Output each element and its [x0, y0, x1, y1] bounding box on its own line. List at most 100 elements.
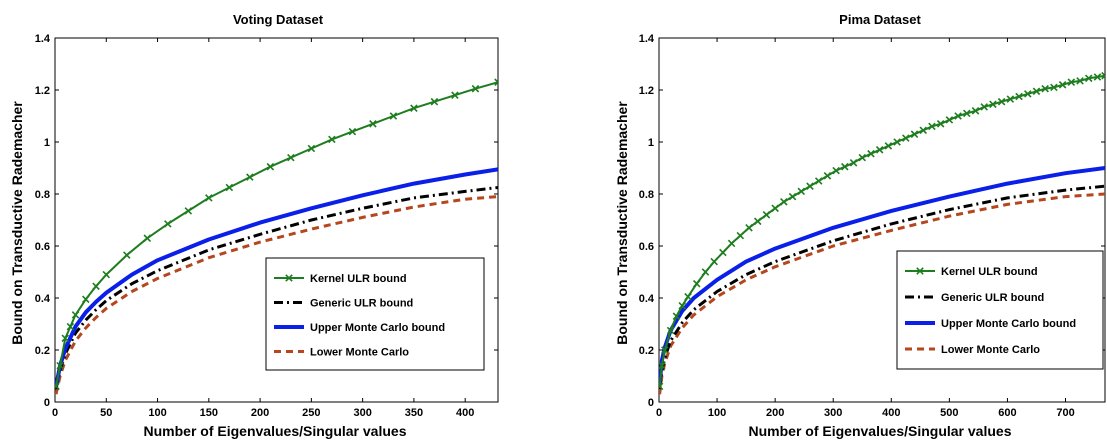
- series-marker: [389, 112, 398, 120]
- y-tick-label: 0.8: [639, 189, 654, 201]
- x-tick-label: 300: [824, 407, 842, 419]
- legend-label-3: Lower Monte Carlo: [310, 347, 409, 359]
- series-marker: [771, 204, 779, 213]
- series-marker: [745, 224, 753, 232]
- series-marker: [1058, 81, 1067, 89]
- x-axis-label: Number of Eigenvalues/Singular values: [144, 423, 407, 439]
- y-tick-label: 0.8: [35, 189, 50, 201]
- series-marker: [266, 162, 275, 171]
- legend-marker: [916, 267, 924, 275]
- legend-marker: [285, 274, 293, 282]
- series-marker: [928, 122, 936, 131]
- legend: Kernel ULR bound Generic ULR bound Upper M…: [896, 250, 1104, 370]
- series-marker: [225, 183, 234, 192]
- series-marker: [184, 207, 193, 215]
- series-marker: [61, 334, 70, 343]
- y-tick-label: 1.4: [35, 33, 51, 45]
- series-line-1: [659, 184, 1105, 390]
- x-tick-label: 50: [100, 407, 112, 419]
- y-tick-label: 0: [648, 397, 654, 409]
- chart-voting: Voting Dataset Number of Eigenvalues/Sin…: [9, 12, 499, 439]
- series-line-2: [55, 167, 498, 387]
- y-tick-label: 0.4: [639, 293, 655, 305]
- series-marker: [823, 172, 832, 180]
- series-marker: [328, 135, 336, 144]
- series-marker: [102, 270, 111, 279]
- series-marker: [902, 134, 910, 142]
- x-tick-label: 500: [940, 407, 958, 419]
- series-group: [55, 78, 498, 395]
- series-marker: [788, 192, 797, 201]
- series-marker: [1041, 84, 1049, 93]
- x-tick-label: 250: [302, 407, 320, 419]
- series-marker: [123, 251, 131, 259]
- y-tick-label: 0.6: [639, 241, 654, 253]
- y-tick-label: 0: [44, 397, 50, 409]
- y-tick-label: 1.4: [639, 33, 655, 45]
- x-tick-label: 350: [405, 407, 423, 419]
- series-marker: [369, 120, 377, 128]
- y-tick-label: 0.6: [35, 241, 50, 253]
- series-marker: [1067, 78, 1076, 86]
- series-marker: [307, 144, 316, 153]
- legend: Kernel ULR bound Generic ULR bound Upper M…: [265, 257, 485, 371]
- series-marker: [736, 231, 745, 240]
- series-marker: [849, 159, 858, 167]
- x-tick-label: 700: [1056, 407, 1074, 419]
- series-marker: [832, 166, 840, 175]
- series-marker: [884, 142, 893, 150]
- x-tick-label: 200: [251, 407, 269, 419]
- series-marker: [814, 177, 823, 185]
- series-line-3: [659, 192, 1105, 395]
- series-marker: [710, 257, 718, 266]
- series-marker: [893, 138, 901, 146]
- series-marker: [71, 311, 80, 319]
- series-marker: [471, 84, 480, 93]
- series-line-1: [55, 186, 498, 390]
- series-marker: [780, 198, 788, 206]
- chart-pima: Pima Dataset Number of Eigenvalues/Singu…: [614, 12, 1106, 439]
- series-marker: [910, 130, 919, 138]
- x-tick-label: 600: [998, 407, 1016, 419]
- y-axis-label: Bound on Transductive Rademacher: [614, 101, 630, 345]
- y-tick-label: 0.4: [35, 293, 51, 305]
- plot-area: 0 50 100 150 200 250 300 350 400 0 0.2 0.4 0.6 0.8 1 1.…: [35, 33, 499, 419]
- series-marker: [797, 187, 806, 196]
- x-tick-label: 100: [708, 407, 726, 419]
- series-marker: [661, 346, 669, 354]
- x-tick-label: 150: [200, 407, 218, 419]
- legend-label-1: Generic ULR bound: [941, 292, 1044, 304]
- series-marker: [945, 116, 954, 124]
- y-axis-label: Bound on Transductive Rademacher: [9, 101, 25, 345]
- legend-label-2: Upper Monte Carlo bound: [941, 318, 1076, 330]
- y-tick-label: 1.2: [639, 85, 654, 97]
- series-marker: [997, 97, 1006, 106]
- series-marker: [494, 78, 498, 86]
- series-marker: [963, 109, 971, 118]
- series-marker: [659, 382, 664, 391]
- series-marker: [164, 220, 172, 228]
- series-marker: [143, 234, 152, 242]
- y-tick-label: 1: [648, 137, 654, 149]
- x-tick-label: 0: [656, 407, 662, 419]
- y-tick-label: 1: [44, 137, 50, 149]
- series-marker: [954, 112, 962, 120]
- series-marker: [919, 126, 927, 135]
- series-marker: [1006, 95, 1015, 103]
- x-tick-label: 200: [766, 407, 784, 419]
- x-tick-label: 400: [456, 407, 474, 419]
- x-tick-label: 100: [148, 407, 166, 419]
- series-marker: [1023, 90, 1032, 98]
- series-marker: [430, 97, 439, 106]
- series-marker: [858, 153, 867, 162]
- series-marker: [989, 100, 997, 109]
- x-tick-label: 300: [353, 407, 371, 419]
- series-marker: [410, 104, 418, 112]
- series-marker: [55, 382, 60, 391]
- series-marker: [1015, 92, 1023, 101]
- series-marker: [56, 361, 64, 370]
- legend-label-2: Upper Monte Carlo bound: [310, 322, 445, 334]
- series-marker: [841, 162, 849, 171]
- series-marker: [205, 194, 213, 202]
